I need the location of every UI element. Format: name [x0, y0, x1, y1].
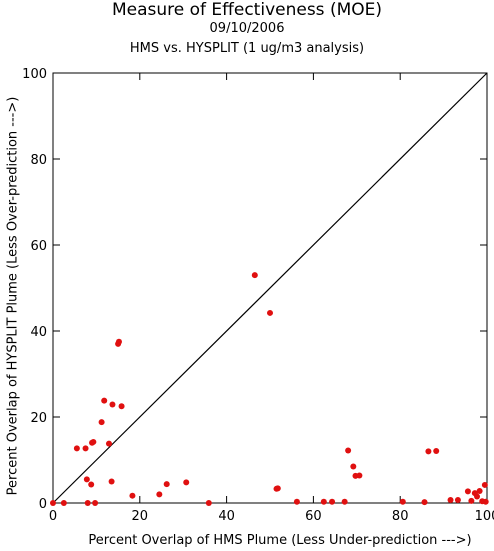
data-point: [425, 448, 432, 455]
plot-frame: [52, 72, 488, 504]
data-point: [73, 445, 80, 452]
y-tick-label: 0: [39, 497, 47, 512]
x-tick-label: 60: [305, 509, 322, 524]
data-point: [108, 478, 115, 485]
data-point: [90, 438, 97, 445]
data-point: [447, 496, 454, 503]
y-axis-label: Percent Overlap of HYSPLIT Plume (Less O…: [6, 97, 21, 496]
y-tick-label: 60: [30, 239, 47, 254]
data-point: [105, 440, 112, 447]
data-point: [454, 496, 461, 503]
data-point: [156, 491, 163, 498]
data-point: [320, 498, 327, 505]
data-point: [274, 485, 281, 492]
data-point: [482, 498, 489, 505]
data-point: [84, 500, 91, 506]
data-point: [92, 500, 99, 506]
data-point: [163, 481, 170, 488]
x-tick-label: 40: [218, 509, 235, 524]
chart-subtitle-analysis: HMS vs. HYSPLIT (1 ug/m3 analysis): [129, 41, 365, 56]
data-point: [101, 397, 108, 404]
x-axis-label: Percent Overlap of HMS Plume (Less Under…: [88, 533, 471, 548]
x-tick-label: 100: [475, 509, 494, 524]
x-tick-label: 80: [392, 509, 409, 524]
data-point: [341, 498, 348, 505]
y-tick-label: 80: [30, 153, 47, 168]
data-point: [109, 401, 116, 408]
data-point: [115, 338, 122, 345]
data-point: [83, 476, 90, 483]
data-point: [350, 463, 357, 470]
data-point: [82, 445, 89, 452]
chart-subtitle-date: 09/10/2006: [209, 21, 285, 36]
data-point: [481, 481, 488, 488]
data-point: [399, 498, 406, 505]
data-point: [205, 500, 212, 506]
reference-line-y-equals-x: [52, 72, 488, 504]
chart-title: Measure of Effectiveness (MOE): [111, 0, 383, 20]
y-tick-label: 40: [30, 325, 47, 340]
data-point: [356, 472, 363, 479]
data-point: [118, 403, 125, 410]
data-point: [293, 498, 300, 505]
data-point: [433, 447, 440, 454]
data-point: [464, 488, 471, 495]
data-point: [88, 481, 95, 488]
data-point: [345, 447, 352, 454]
data-point: [60, 500, 67, 506]
data-point: [50, 500, 56, 506]
x-tick-label: 20: [132, 509, 149, 524]
x-tick-label: 0: [49, 509, 57, 524]
data-point: [476, 487, 483, 494]
data-point: [267, 309, 273, 316]
data-point: [468, 497, 475, 504]
data-point: [474, 493, 481, 500]
data-point: [98, 419, 105, 426]
y-tick-label: 20: [30, 411, 47, 426]
data-point: [421, 499, 428, 506]
data-point: [329, 498, 336, 505]
data-point: [251, 272, 258, 279]
data-point: [183, 479, 190, 486]
data-point: [129, 492, 136, 499]
y-tick-label: 100: [22, 67, 47, 82]
